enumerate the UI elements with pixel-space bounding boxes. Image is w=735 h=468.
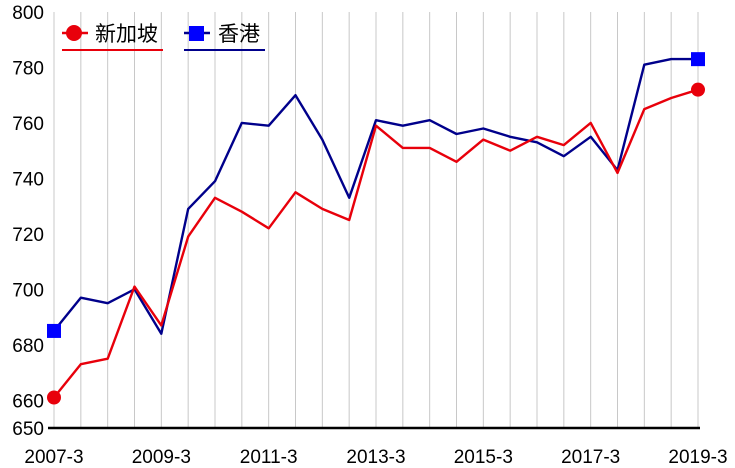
y-tick-label: 680	[12, 336, 44, 357]
legend-label-singapore: 新加坡	[95, 22, 158, 46]
legend-square-marker	[189, 26, 204, 41]
series-lines	[53, 57, 699, 399]
y-tick-label: 800	[12, 3, 44, 24]
x-tick-label: 2019-3	[668, 447, 727, 468]
y-tick-label: 740	[12, 169, 44, 190]
data-point-marker-singapore	[691, 82, 705, 97]
legend-circle-marker	[66, 25, 82, 41]
y-tick-label: 780	[12, 58, 44, 79]
y-tick-label: 760	[12, 114, 44, 135]
x-tick-label: 2017-3	[561, 447, 620, 468]
grid-lines	[53, 12, 699, 428]
y-tick-label: 660	[12, 391, 44, 412]
x-tick-label: 2015-3	[454, 447, 513, 468]
x-tick-label: 2011-3	[240, 447, 298, 468]
data-point-marker-hongkong	[691, 52, 705, 67]
x-tick-label: 2009-3	[132, 447, 191, 468]
legend-item-singapore[interactable]: 新加坡	[62, 22, 163, 51]
y-tick-label: 650	[12, 419, 44, 440]
series-line-hongkong	[53, 57, 698, 335]
axes: 650 660 680 700 720 740 760 780 800 2007-3 2009-3 2…	[12, 3, 727, 468]
data-point-marker-singapore	[47, 390, 61, 405]
series-line-singapore	[53, 88, 699, 399]
legend-item-hongkong[interactable]: 香港	[184, 22, 265, 51]
x-tick-label: 2007-3	[24, 447, 83, 468]
data-point-marker-hongkong	[47, 323, 61, 338]
x-tick-label: 2013-3	[346, 447, 405, 468]
legend: 新加坡 香港	[62, 22, 265, 51]
series-markers	[47, 52, 705, 405]
y-tick-label: 720	[12, 225, 44, 246]
y-tick-label: 700	[12, 280, 44, 301]
legend-label-hongkong: 香港	[218, 22, 260, 46]
